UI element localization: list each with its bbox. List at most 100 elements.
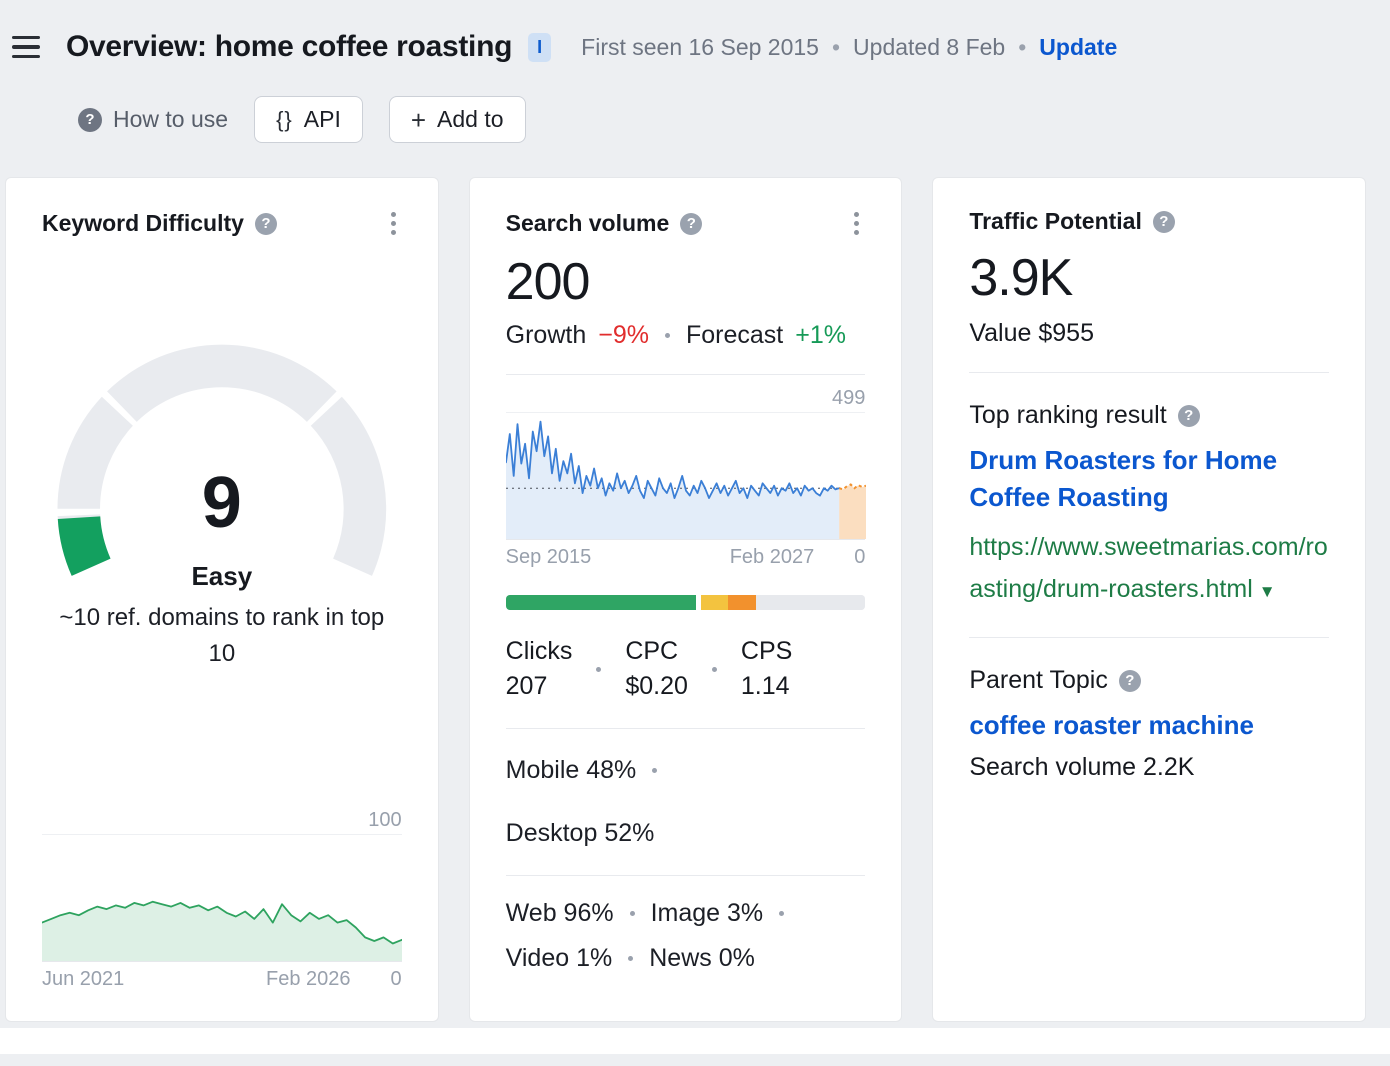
help-icon[interactable]: ? <box>1152 210 1175 233</box>
video-share: Video 1% <box>505 944 613 972</box>
x-axis-start-label: Jun 2021 <box>42 968 125 990</box>
kd-score-value: 9 <box>201 463 242 543</box>
top-result-url-link[interactable]: https://www.sweetmarias.com/roasting/dru… <box>969 533 1328 603</box>
how-to-use-label: How to use <box>113 106 229 132</box>
how-to-use-link[interactable]: ? How to use <box>78 106 228 133</box>
help-icon[interactable]: ? <box>680 212 703 235</box>
card-header: Traffic Potential ? <box>969 208 1329 235</box>
top-ranking-result-header: Top ranking result ? <box>969 401 1329 430</box>
stat-label: CPS <box>740 637 793 665</box>
api-button[interactable]: {} API <box>254 96 363 143</box>
kd-gauge-arc <box>42 335 402 586</box>
growth-forecast-row: Growth −9% Forecast +1% <box>506 321 866 350</box>
growth-label: Growth <box>505 321 587 349</box>
help-icon[interactable]: ? <box>254 212 277 235</box>
growth-value: −9% <box>598 321 649 349</box>
add-to-button[interactable]: + Add to <box>388 96 526 143</box>
search-volume-value: 200 <box>505 253 591 311</box>
stat-value: 1.14 <box>740 672 790 700</box>
help-icon[interactable]: ? <box>1177 404 1200 427</box>
forecast-label: Forecast <box>685 321 784 349</box>
kd-level-label: Easy <box>191 561 253 592</box>
desktop-share: Desktop 52% <box>505 819 655 847</box>
clicks-stats-row: Clicks 207 CPC $0.20 CPS 1.14 <box>506 634 866 704</box>
card-title: Traffic Potential <box>969 208 1142 234</box>
kd-gauge: 9 Easy <box>42 335 402 591</box>
header-actions-row: ? How to use {} API + Add to <box>78 96 1366 143</box>
chevron-down-icon[interactable]: ▼ <box>1258 582 1276 601</box>
question-icon: ? <box>78 107 102 132</box>
parent-topic-link[interactable]: coffee roaster machine <box>969 710 1254 740</box>
stat-label: CPC <box>625 637 679 665</box>
card-header: Keyword Difficulty ? <box>42 208 402 239</box>
dot-separator-icon <box>629 911 635 916</box>
y-axis-max-label: 100 <box>368 809 402 831</box>
dot-separator-icon <box>711 666 717 672</box>
top-result-title-link[interactable]: Drum Roasters for Home Coffee Roasting <box>969 445 1278 512</box>
divider <box>505 374 866 375</box>
mobile-share-row: Mobile 48% <box>506 753 866 788</box>
parent-topic-header: Parent Topic ? <box>969 666 1329 695</box>
kebab-menu-icon[interactable] <box>385 208 402 239</box>
dot-separator-icon: • <box>831 33 841 60</box>
braces-icon: {} <box>276 106 293 132</box>
x-axis-labels: Jun 2021 Feb 2026 0 <box>42 968 402 991</box>
dot-separator-icon <box>779 911 785 916</box>
kebab-menu-icon[interactable] <box>848 208 865 239</box>
card-title: Search volume <box>505 210 670 236</box>
parent-topic-search-volume: Search volume 2.2K <box>969 753 1195 781</box>
desktop-share-row: Desktop 52% <box>506 816 866 851</box>
updated-text: Updated 8 Feb <box>853 33 1006 60</box>
header-meta: First seen 16 Sep 2015 • Updated 8 Feb •… <box>581 34 1117 61</box>
x-axis-start-label: Sep 2015 <box>505 546 592 568</box>
x-axis-end-label: Feb 2027 <box>729 546 815 568</box>
dot-separator-icon: • <box>1018 33 1027 60</box>
kd-description: ~10 ref. domains to rank in top 10 <box>59 604 385 668</box>
card-header: Search volume ? <box>506 208 866 239</box>
clicks-distribution-bar <box>505 595 866 610</box>
first-seen-text: First seen 16 Sep 2015 <box>581 33 819 60</box>
card-title: Keyword Difficulty <box>42 210 244 236</box>
web-share: Web 96% <box>505 899 614 927</box>
search-type-row: Video 1% News 0% <box>506 941 866 976</box>
add-to-button-label: Add to <box>437 106 504 132</box>
search-volume-card: Search volume ? 200 Growth −9% Forecast … <box>468 177 903 1022</box>
update-link[interactable]: Update <box>1039 33 1118 60</box>
y-axis-min-label: 0 <box>854 546 866 568</box>
image-share: Image 3% <box>650 899 764 927</box>
y-axis-min-label: 0 <box>390 968 402 990</box>
header-top-row: Overview: home coffee roasting I First s… <box>12 30 1366 64</box>
help-icon[interactable]: ? <box>1118 669 1141 692</box>
clicks-stat: Clicks 207 <box>506 634 573 704</box>
cps-stat: CPS 1.14 <box>741 634 792 704</box>
traffic-value-label: Value $955 <box>969 319 1094 347</box>
traffic-potential-card: Traffic Potential ? 3.9K Value $955 Top … <box>932 177 1366 1022</box>
news-share: News 0% <box>649 944 755 972</box>
keyword-difficulty-card: Keyword Difficulty ? 9 Easy ~10 ref. dom… <box>5 177 439 1022</box>
page-header: Overview: home coffee roasting I First s… <box>0 0 1390 143</box>
divider <box>505 875 866 876</box>
api-button-label: API <box>303 106 341 132</box>
plus-icon: + <box>410 104 427 135</box>
top-result-url-row: https://www.sweetmarias.com/roasting/dru… <box>969 526 1329 613</box>
menu-icon[interactable] <box>12 34 40 61</box>
stat-value: $0.20 <box>625 672 688 700</box>
parent-topic-label: Parent Topic <box>969 666 1108 694</box>
dot-separator-icon <box>596 666 602 672</box>
keyword-list-badge[interactable]: I <box>528 32 552 62</box>
stat-value: 207 <box>505 672 548 700</box>
dot-separator-icon <box>652 768 658 773</box>
x-axis-labels: Sep 2015 Feb 2027 0 <box>506 546 866 569</box>
forecast-value: +1% <box>795 321 846 349</box>
stat-label: Clicks <box>505 637 573 665</box>
cpc-stat: CPC $0.20 <box>625 634 688 704</box>
kd-history-sparkline <box>42 834 402 962</box>
cards-row: Keyword Difficulty ? 9 Easy ~10 ref. dom… <box>5 177 1366 1022</box>
x-axis-end-label: Feb 2026 <box>266 968 351 990</box>
bottom-strip <box>0 1028 1390 1054</box>
page-title: Overview: home coffee roasting <box>66 30 513 63</box>
top-ranking-result-label: Top ranking result <box>969 401 1167 429</box>
divider <box>969 637 1329 638</box>
dot-separator-icon <box>664 333 670 338</box>
